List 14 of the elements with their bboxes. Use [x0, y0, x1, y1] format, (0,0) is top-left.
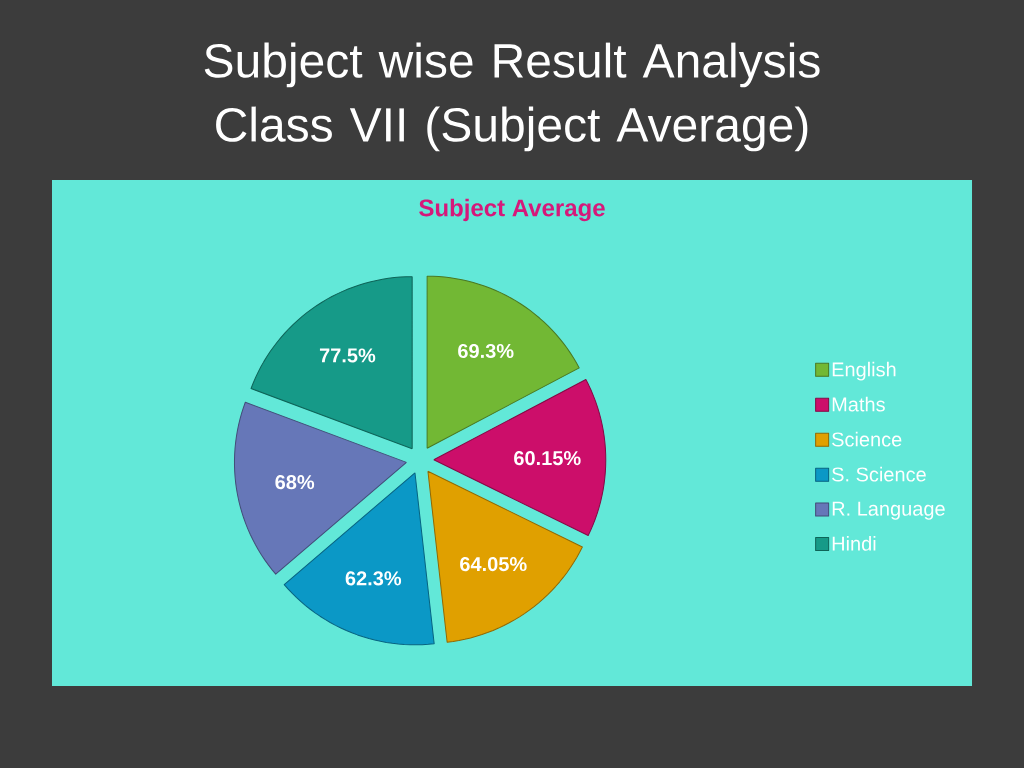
data-label: 68% — [275, 475, 315, 490]
data-label: 77.5% — [319, 348, 376, 363]
chart-subtitle: Subject Average — [419, 198, 605, 222]
data-label: 69.3% — [458, 343, 514, 359]
data-label: 64.05% — [460, 557, 527, 572]
legend-label: R. Language — [832, 501, 945, 520]
data-label: 62.3% — [345, 571, 402, 586]
data-label: 60.15% — [514, 451, 581, 466]
legend-label: Hindi — [832, 536, 876, 551]
legend-label: S. Science — [832, 466, 926, 482]
legend-label: English — [832, 361, 896, 381]
legend-label: Science — [832, 431, 902, 447]
legend-label: Maths — [832, 396, 885, 412]
chart-title: Subject wise Result Analysis Class VII (Subject Average) — [204, 42, 820, 152]
